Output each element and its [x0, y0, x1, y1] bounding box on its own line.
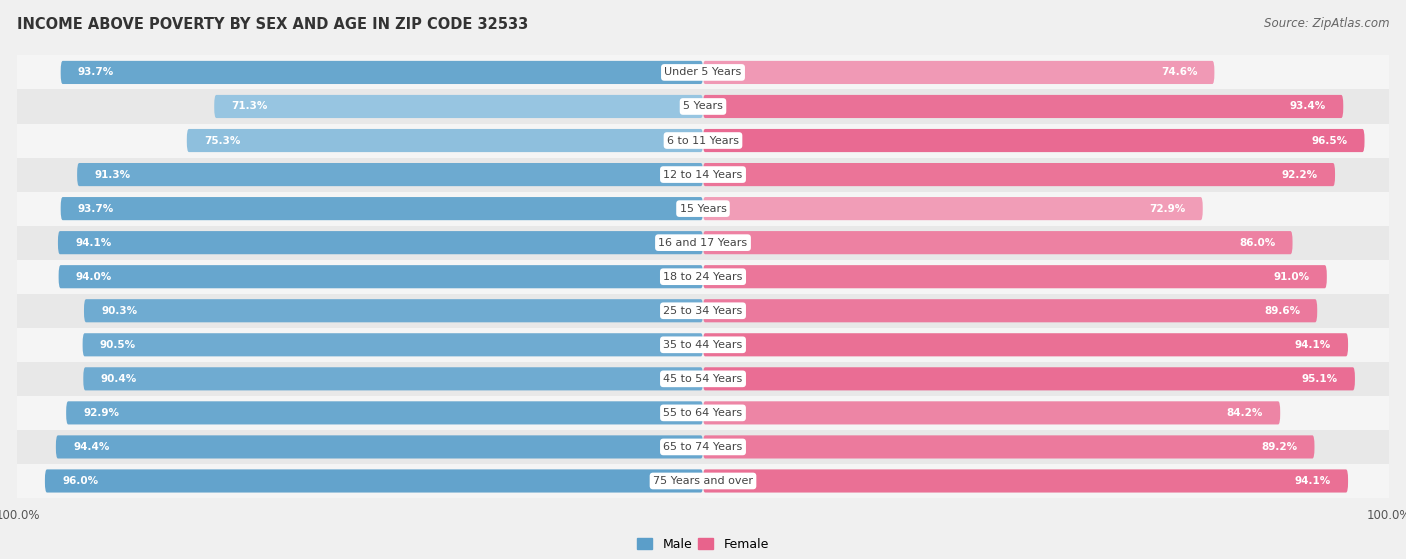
Bar	[17, 430, 1389, 464]
Bar	[17, 396, 1389, 430]
FancyBboxPatch shape	[703, 265, 1327, 288]
FancyBboxPatch shape	[187, 129, 703, 152]
Text: 5 Years: 5 Years	[683, 102, 723, 111]
FancyBboxPatch shape	[703, 95, 1343, 118]
Text: 94.0%: 94.0%	[76, 272, 112, 282]
FancyBboxPatch shape	[703, 163, 1336, 186]
Bar	[17, 124, 1389, 158]
Text: Source: ZipAtlas.com: Source: ZipAtlas.com	[1264, 17, 1389, 30]
FancyBboxPatch shape	[77, 163, 703, 186]
Text: 75.3%: 75.3%	[204, 135, 240, 145]
Bar	[17, 362, 1389, 396]
Text: 74.6%: 74.6%	[1161, 68, 1198, 78]
Text: Under 5 Years: Under 5 Years	[665, 68, 741, 78]
Bar	[17, 192, 1389, 226]
FancyBboxPatch shape	[703, 333, 1348, 357]
FancyBboxPatch shape	[84, 299, 703, 323]
FancyBboxPatch shape	[703, 129, 1364, 152]
Text: 71.3%: 71.3%	[232, 102, 267, 111]
Legend: Male, Female: Male, Female	[633, 533, 773, 556]
Text: 35 to 44 Years: 35 to 44 Years	[664, 340, 742, 350]
FancyBboxPatch shape	[703, 470, 1348, 492]
FancyBboxPatch shape	[60, 197, 703, 220]
Text: 96.5%: 96.5%	[1312, 135, 1347, 145]
Text: 94.1%: 94.1%	[1295, 340, 1331, 350]
Text: 25 to 34 Years: 25 to 34 Years	[664, 306, 742, 316]
Text: 90.4%: 90.4%	[100, 374, 136, 384]
Text: 90.5%: 90.5%	[100, 340, 136, 350]
Text: 93.4%: 93.4%	[1289, 102, 1326, 111]
Text: 45 to 54 Years: 45 to 54 Years	[664, 374, 742, 384]
FancyBboxPatch shape	[703, 197, 1202, 220]
Bar	[17, 55, 1389, 89]
Text: 18 to 24 Years: 18 to 24 Years	[664, 272, 742, 282]
Text: 65 to 74 Years: 65 to 74 Years	[664, 442, 742, 452]
FancyBboxPatch shape	[703, 401, 1281, 424]
Text: 55 to 64 Years: 55 to 64 Years	[664, 408, 742, 418]
FancyBboxPatch shape	[703, 299, 1317, 323]
Text: 84.2%: 84.2%	[1226, 408, 1263, 418]
Text: 89.6%: 89.6%	[1264, 306, 1301, 316]
Text: 72.9%: 72.9%	[1149, 203, 1185, 214]
Bar	[17, 260, 1389, 293]
Text: 91.3%: 91.3%	[94, 169, 131, 179]
Bar	[17, 158, 1389, 192]
Text: 92.9%: 92.9%	[83, 408, 120, 418]
Text: 93.7%: 93.7%	[77, 203, 114, 214]
FancyBboxPatch shape	[45, 470, 703, 492]
Text: 86.0%: 86.0%	[1239, 238, 1275, 248]
Text: 90.3%: 90.3%	[101, 306, 138, 316]
FancyBboxPatch shape	[58, 231, 703, 254]
FancyBboxPatch shape	[83, 367, 703, 390]
Bar	[17, 293, 1389, 328]
Text: 94.1%: 94.1%	[1295, 476, 1331, 486]
Text: 92.2%: 92.2%	[1282, 169, 1317, 179]
Text: 75 Years and over: 75 Years and over	[652, 476, 754, 486]
FancyBboxPatch shape	[703, 231, 1292, 254]
FancyBboxPatch shape	[59, 265, 703, 288]
Text: 12 to 14 Years: 12 to 14 Years	[664, 169, 742, 179]
Bar	[17, 464, 1389, 498]
FancyBboxPatch shape	[703, 435, 1315, 458]
Text: 91.0%: 91.0%	[1274, 272, 1309, 282]
Text: 15 Years: 15 Years	[679, 203, 727, 214]
FancyBboxPatch shape	[56, 435, 703, 458]
Text: INCOME ABOVE POVERTY BY SEX AND AGE IN ZIP CODE 32533: INCOME ABOVE POVERTY BY SEX AND AGE IN Z…	[17, 17, 529, 32]
Bar	[17, 328, 1389, 362]
FancyBboxPatch shape	[60, 61, 703, 84]
Text: 95.1%: 95.1%	[1302, 374, 1337, 384]
Text: 96.0%: 96.0%	[62, 476, 98, 486]
FancyBboxPatch shape	[703, 61, 1215, 84]
FancyBboxPatch shape	[703, 367, 1355, 390]
Text: 94.1%: 94.1%	[75, 238, 111, 248]
FancyBboxPatch shape	[214, 95, 703, 118]
Text: 93.7%: 93.7%	[77, 68, 114, 78]
Text: 89.2%: 89.2%	[1261, 442, 1298, 452]
Text: 6 to 11 Years: 6 to 11 Years	[666, 135, 740, 145]
FancyBboxPatch shape	[83, 333, 703, 357]
FancyBboxPatch shape	[66, 401, 703, 424]
Text: 94.4%: 94.4%	[73, 442, 110, 452]
Bar	[17, 89, 1389, 124]
Text: 16 and 17 Years: 16 and 17 Years	[658, 238, 748, 248]
Bar	[17, 226, 1389, 260]
